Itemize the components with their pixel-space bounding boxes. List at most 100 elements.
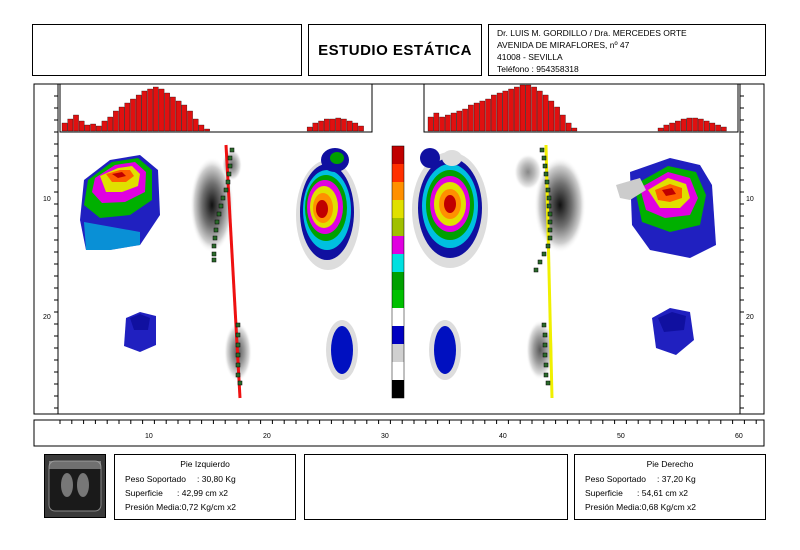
histogram-bar xyxy=(502,90,509,132)
histogram-bar xyxy=(204,128,210,132)
foot-photo-thumbnail[interactable] xyxy=(44,454,106,518)
histogram-bar xyxy=(341,118,347,132)
histogram-bar xyxy=(675,120,681,132)
histogram-bar xyxy=(101,120,108,132)
center-empty-box xyxy=(304,454,568,520)
right-histogram xyxy=(427,84,727,132)
histogram-bar xyxy=(90,123,96,132)
histogram-bar xyxy=(147,88,153,132)
histogram-bar xyxy=(352,122,359,132)
scale-segment xyxy=(392,182,404,200)
histogram-bar xyxy=(491,94,497,132)
outline-point xyxy=(545,243,551,249)
clinic-address: Dr. LUIS M. GORDILLO / Dra. MERCEDES ORT… xyxy=(488,24,766,76)
right-foot-contour xyxy=(412,148,488,380)
bottom-tick-label: 40 xyxy=(499,433,507,440)
outline-point xyxy=(225,179,231,185)
outline-point xyxy=(235,332,241,338)
weight-label: Peso Soportado xyxy=(125,474,186,484)
histogram-bar xyxy=(560,114,566,132)
histogram-bar xyxy=(427,116,434,132)
histogram-bar xyxy=(496,92,503,132)
left-foot-stats: Pie Izquierdo Peso Soportado: 30,80 Kg S… xyxy=(114,454,296,520)
histogram-bar xyxy=(67,118,74,132)
scale-segment xyxy=(392,326,404,344)
histogram-bar xyxy=(456,110,463,132)
histogram-bar xyxy=(692,117,698,132)
outline-point xyxy=(543,362,549,368)
scale-segment xyxy=(392,200,404,218)
histogram-bar xyxy=(306,126,313,132)
pressure-value: :0,72 Kg/cm x2 xyxy=(179,502,237,512)
histogram-bar xyxy=(158,88,165,132)
clinic-line: Teléfono : 954358318 xyxy=(497,64,579,74)
histogram-bar xyxy=(198,124,205,132)
plot-frame xyxy=(33,83,765,415)
left-foot-outline-points xyxy=(211,147,243,386)
histogram-bar xyxy=(479,100,486,132)
histogram-bar xyxy=(462,108,468,132)
histogram-bar xyxy=(531,86,537,132)
outline-point xyxy=(547,211,553,217)
weight-label: Peso Soportado xyxy=(585,474,646,484)
histogram-bar xyxy=(514,86,520,132)
right-foot-axis-line xyxy=(544,144,554,399)
outline-point xyxy=(227,155,233,161)
outline-point xyxy=(533,267,539,273)
histogram-bar xyxy=(439,116,445,132)
histogram-bar xyxy=(358,125,364,132)
scale-segment xyxy=(392,308,404,326)
histogram-bar xyxy=(571,127,578,132)
surface-label: Superficie xyxy=(585,488,623,498)
outline-point xyxy=(211,243,217,249)
scale-segment xyxy=(392,272,404,290)
histogram-bar xyxy=(525,84,532,132)
page-title: ESTUDIO ESTÁTICA xyxy=(308,24,482,76)
outline-point xyxy=(539,147,545,153)
histogram-bar xyxy=(657,127,664,132)
left-foot-3d-heel xyxy=(124,312,156,352)
histogram-bar xyxy=(96,125,102,132)
outline-point xyxy=(211,251,217,257)
histogram-bar xyxy=(508,88,514,132)
outline-point xyxy=(235,322,241,328)
pressure-label: Presión Media xyxy=(125,502,180,512)
outline-point xyxy=(543,171,549,177)
histogram-bar xyxy=(335,117,341,132)
outline-point xyxy=(542,352,548,358)
histogram-bar xyxy=(721,126,727,132)
outline-point xyxy=(541,155,547,161)
histogram-bar xyxy=(318,120,324,132)
histogram-bar xyxy=(468,104,474,132)
outline-point xyxy=(226,171,232,177)
bottom-tick-label: 60 xyxy=(735,433,743,440)
scan-image xyxy=(48,460,102,512)
side-tick-label: 10 xyxy=(43,196,51,203)
bottom-tick-label: 50 xyxy=(617,433,625,440)
left-foot-3d-mesh xyxy=(80,155,160,250)
histogram-bar xyxy=(170,96,176,132)
histogram-bar xyxy=(73,114,79,132)
bottom-tick-label: 20 xyxy=(263,433,271,440)
histogram-bar xyxy=(709,122,716,132)
histogram-bar xyxy=(107,116,113,132)
histogram-bar xyxy=(118,106,125,132)
histogram-bar xyxy=(175,100,182,132)
left-foot-contour xyxy=(296,148,360,380)
scale-segment xyxy=(392,290,404,308)
bottom-tick-label: 10 xyxy=(145,433,153,440)
outline-point xyxy=(213,227,219,233)
histogram-bar xyxy=(84,124,91,132)
clinic-line: 41008 - SEVILLA xyxy=(497,52,563,62)
histogram-bar xyxy=(61,122,68,132)
scale-segment xyxy=(392,236,404,254)
outline-point xyxy=(237,380,243,386)
scale-segment xyxy=(392,254,404,272)
outline-point xyxy=(546,195,552,201)
outline-point xyxy=(546,203,552,209)
outline-point xyxy=(235,342,241,348)
outline-point xyxy=(547,227,553,233)
histogram-bar xyxy=(554,106,560,132)
outline-point xyxy=(541,322,547,328)
